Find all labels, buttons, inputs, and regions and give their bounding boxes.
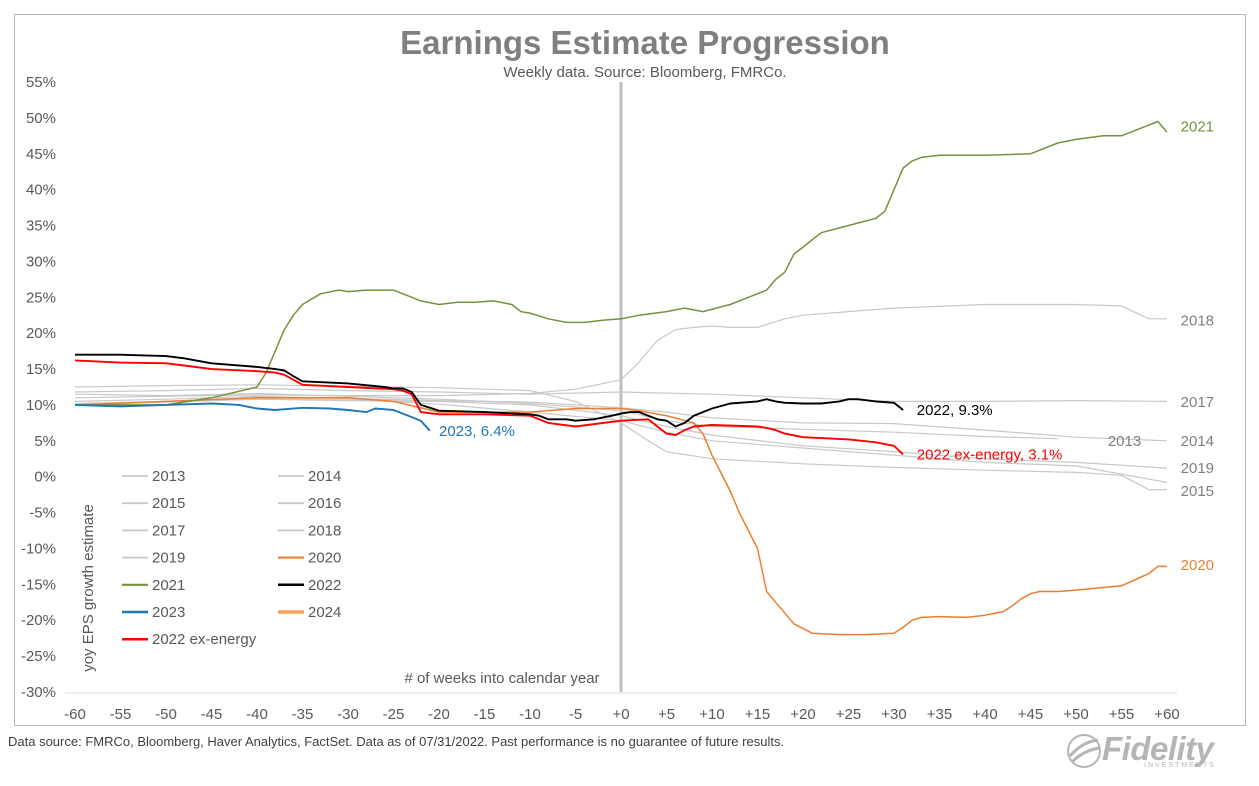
series-end-label: 2017	[1181, 394, 1214, 411]
end-labels: 2021 2018 2017 2013 2014 2019 2015 2020 2022, 9.…	[439, 118, 1214, 573]
x-tick-label: +25	[836, 706, 861, 723]
x-tick-label: +0	[612, 706, 629, 723]
x-tick-label: +50	[1063, 706, 1088, 723]
series-end-label: 2015	[1181, 483, 1214, 500]
x-tick-label: +15	[745, 706, 770, 723]
x-tick-label: -40	[246, 706, 268, 723]
series-end-label: 2014	[1181, 433, 1214, 450]
y-tick-label: 0%	[34, 469, 56, 486]
legend-label: 2013	[152, 468, 185, 485]
x-tick-label: +30	[881, 706, 906, 723]
y-tick-label: 35%	[26, 218, 56, 235]
legend-label: 2021	[152, 577, 185, 594]
legend-label: 2015	[152, 495, 185, 512]
legend-label: 2016	[308, 495, 341, 512]
x-tick-label: +5	[658, 706, 675, 723]
x-tick-label: +10	[699, 706, 724, 723]
legend-label: 2023	[152, 604, 185, 621]
x-tick-label: -55	[110, 706, 132, 723]
y-tick-label: 30%	[26, 253, 56, 270]
y-tick-label: 45%	[26, 146, 56, 163]
series-line-2022	[75, 353, 904, 428]
logo-subtext: INVESTMENTS	[1144, 762, 1216, 769]
x-tick-label: +60	[1154, 706, 1179, 723]
x-axis: -60 -55 -50 -45 -40 -35 -30 -25 -20 -15 -10 -5 +0 +5 +…	[64, 706, 1180, 723]
y-tick-label: -5%	[29, 505, 56, 522]
x-tick-label: +35	[927, 706, 952, 723]
x-tick-label: -30	[337, 706, 359, 723]
series-end-label: 2013	[1108, 433, 1141, 450]
legend-label: 2017	[152, 522, 185, 539]
legend-label: 2022	[308, 577, 341, 594]
legend: 2013 2014 2015 2016 2017 2018 2019 2020 2021 2022…	[122, 468, 341, 648]
series-layer	[74, 120, 1168, 636]
series-end-label: 2020	[1181, 557, 1214, 574]
series-end-label: 2022, 9.3%	[917, 402, 993, 419]
x-tick-label: -5	[569, 706, 582, 723]
fidelity-swoosh-icon	[1067, 734, 1101, 768]
y-axis-title: yoy EPS growth estimate	[80, 504, 97, 672]
series-line-2017	[74, 387, 1168, 402]
y-tick-label: 15%	[26, 361, 56, 378]
x-tick-label: -20	[428, 706, 450, 723]
y-tick-label: -15%	[21, 576, 56, 593]
y-tick-label: -25%	[21, 648, 56, 665]
series-line-2013	[74, 392, 1058, 440]
series-line-2022-ex-energy	[74, 359, 904, 456]
x-axis-title: # of weeks into calendar year	[404, 670, 599, 687]
y-tick-label: 55%	[26, 74, 56, 91]
series-end-label: 2021	[1181, 118, 1214, 135]
legend-label: 2014	[308, 468, 341, 485]
legend-label: 2019	[152, 550, 185, 567]
x-tick-label: -25	[383, 706, 405, 723]
x-tick-label: -35	[292, 706, 314, 723]
logo-wordmark: Fidelity	[1102, 730, 1214, 767]
series-end-label: 2023, 6.4%	[439, 423, 515, 440]
series-line-2014	[74, 395, 1168, 442]
y-tick-label: 10%	[26, 397, 56, 414]
chart-title: Earnings Estimate Progression	[400, 24, 890, 61]
fidelity-logo: Fidelity INVESTMENTS	[1062, 730, 1247, 772]
legend-label: 2022 ex-energy	[152, 631, 257, 648]
x-tick-label: -60	[64, 706, 86, 723]
series-line-2021	[75, 120, 1168, 406]
y-tick-label: 25%	[26, 289, 56, 306]
series-line-2023	[74, 402, 431, 432]
footnote: Data source: FMRCo, Bloomberg, Haver Ana…	[8, 734, 785, 749]
x-tick-label: +45	[1018, 706, 1043, 723]
x-tick-label: +40	[972, 706, 997, 723]
series-line-2019	[74, 398, 1168, 469]
chart-subtitle: Weekly data. Source: Bloomberg, FMRCo.	[503, 64, 786, 81]
series-end-label: 2022 ex-energy, 3.1%	[917, 446, 1063, 463]
x-tick-label: +55	[1109, 706, 1134, 723]
legend-label: 2024	[308, 604, 341, 621]
x-tick-label: +20	[790, 706, 815, 723]
legend-label: 2020	[308, 550, 341, 567]
y-axis: -30% -25% -20% -15% -10% -5% 0% 5% 10% 15% 20% 25% 3…	[21, 74, 56, 701]
series-end-label: 2019	[1181, 460, 1214, 477]
x-tick-label: -45	[201, 706, 223, 723]
series-end-label: 2018	[1181, 312, 1214, 329]
y-tick-label: 5%	[34, 433, 56, 450]
x-tick-label: -50	[155, 706, 177, 723]
y-tick-label: -10%	[21, 540, 56, 557]
x-tick-label: -10	[519, 706, 541, 723]
series-line-2020	[74, 397, 1167, 636]
y-tick-label: 40%	[26, 182, 56, 199]
y-tick-label: 20%	[26, 325, 56, 342]
y-tick-label: -30%	[21, 684, 56, 701]
y-tick-label: -20%	[21, 612, 56, 629]
legend-label: 2018	[308, 522, 341, 539]
x-tick-label: -15	[474, 706, 496, 723]
series-line-2018	[74, 303, 1167, 399]
y-tick-label: 50%	[26, 110, 56, 127]
